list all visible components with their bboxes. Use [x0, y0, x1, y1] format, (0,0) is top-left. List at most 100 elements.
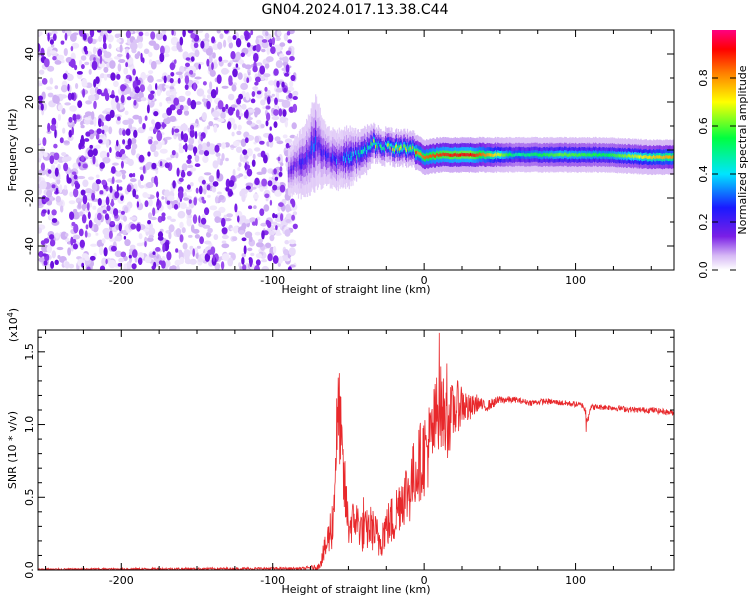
- noise-speckle: [168, 231, 172, 240]
- noise-blob: [122, 139, 126, 145]
- track-cell: [326, 154, 328, 160]
- noise-blob: [244, 137, 249, 144]
- noise-speckle: [237, 167, 241, 171]
- noise-speckle: [222, 59, 229, 63]
- track-cell: [413, 146, 415, 150]
- track-cell: [493, 153, 495, 158]
- track-cell: [306, 155, 309, 163]
- track-cell: [665, 155, 667, 159]
- noise-speckle: [241, 103, 247, 110]
- track-cell: [434, 154, 436, 158]
- noise-blob: [279, 184, 286, 193]
- noise-speckle: [231, 84, 237, 92]
- noise-speckle: [60, 84, 68, 93]
- track-cell: [386, 143, 389, 147]
- track-cell: [592, 153, 594, 157]
- noise-speckle: [43, 152, 48, 158]
- noise-blob: [274, 214, 278, 219]
- noise-blob: [125, 62, 128, 68]
- track-cell: [555, 153, 557, 157]
- track-cell: [656, 155, 658, 159]
- noise-blob: [128, 173, 134, 178]
- noise-speckle: [49, 50, 57, 54]
- noise-blob: [147, 220, 152, 225]
- track-cell: [311, 141, 313, 149]
- noise-blob: [104, 92, 110, 102]
- noise-blob: [254, 81, 259, 86]
- noise-blob: [184, 84, 189, 90]
- noise-blob: [221, 227, 228, 235]
- track-cell: [305, 157, 307, 164]
- noise-blob: [128, 254, 132, 259]
- noise-speckle: [116, 53, 123, 58]
- noise-blob: [150, 90, 155, 95]
- track-cell: [575, 153, 578, 157]
- noise-blob: [151, 162, 157, 170]
- noise-blob: [246, 42, 251, 48]
- noise-speckle: [136, 34, 144, 44]
- noise-speckle: [108, 126, 113, 135]
- track-cell: [608, 153, 610, 157]
- track-cell: [301, 158, 303, 165]
- noise-speckle: [50, 44, 55, 48]
- track-cell: [642, 155, 644, 159]
- noise-speckle: [262, 106, 266, 110]
- track-cell: [616, 154, 618, 158]
- noise-blob: [77, 100, 83, 108]
- track-cell: [630, 154, 632, 158]
- track-cell: [512, 153, 514, 157]
- track-cell: [336, 155, 339, 161]
- noise-blob: [250, 30, 254, 36]
- noise-blob: [210, 246, 216, 255]
- noise-blob: [162, 243, 166, 253]
- noise-speckle: [204, 240, 212, 245]
- noise-speckle: [64, 102, 71, 106]
- track-cell: [349, 151, 351, 157]
- noise-speckle: [185, 90, 191, 97]
- noise-blob: [186, 159, 192, 165]
- noise-speckle: [116, 38, 122, 43]
- noise-blob: [78, 162, 81, 167]
- track-cell: [641, 155, 643, 159]
- noise-blob: [50, 124, 57, 131]
- noise-speckle: [84, 117, 91, 121]
- noise-speckle: [170, 218, 177, 222]
- track-cell: [648, 155, 650, 159]
- track-cell: [519, 153, 521, 157]
- noise-speckle: [92, 46, 97, 55]
- noise-speckle: [252, 153, 256, 160]
- track-cell: [565, 152, 568, 156]
- noise-blob: [82, 33, 87, 41]
- track-cell: [593, 152, 595, 156]
- noise-blob: [184, 75, 190, 85]
- colorbar-gradient: [712, 30, 736, 270]
- noise-blob: [212, 181, 219, 187]
- noise-speckle: [143, 48, 150, 55]
- track-cell: [506, 153, 508, 157]
- track-cell: [585, 153, 588, 157]
- noise-speckle: [239, 35, 245, 40]
- noise-blob: [160, 215, 166, 222]
- track-cell: [584, 152, 586, 157]
- track-cell: [662, 156, 664, 160]
- noise-speckle: [112, 162, 119, 166]
- noise-blob: [97, 212, 102, 221]
- noise-speckle: [47, 65, 55, 72]
- track-cell: [672, 155, 674, 159]
- noise-blob: [73, 223, 79, 234]
- noise-speckle: [178, 148, 184, 154]
- noise-speckle: [183, 249, 191, 258]
- noise-speckle: [179, 65, 185, 74]
- noise-blob: [53, 152, 60, 161]
- track-cell: [552, 153, 554, 157]
- track-cell: [323, 149, 325, 156]
- noise-blob: [113, 208, 119, 217]
- track-cell: [336, 158, 338, 165]
- track-cell: [521, 152, 523, 157]
- track-cell: [624, 153, 627, 157]
- noise-speckle: [69, 191, 74, 197]
- noise-blob: [212, 254, 216, 262]
- track-cell: [654, 156, 657, 160]
- noise-blob: [188, 199, 192, 204]
- noise-blob: [166, 200, 171, 205]
